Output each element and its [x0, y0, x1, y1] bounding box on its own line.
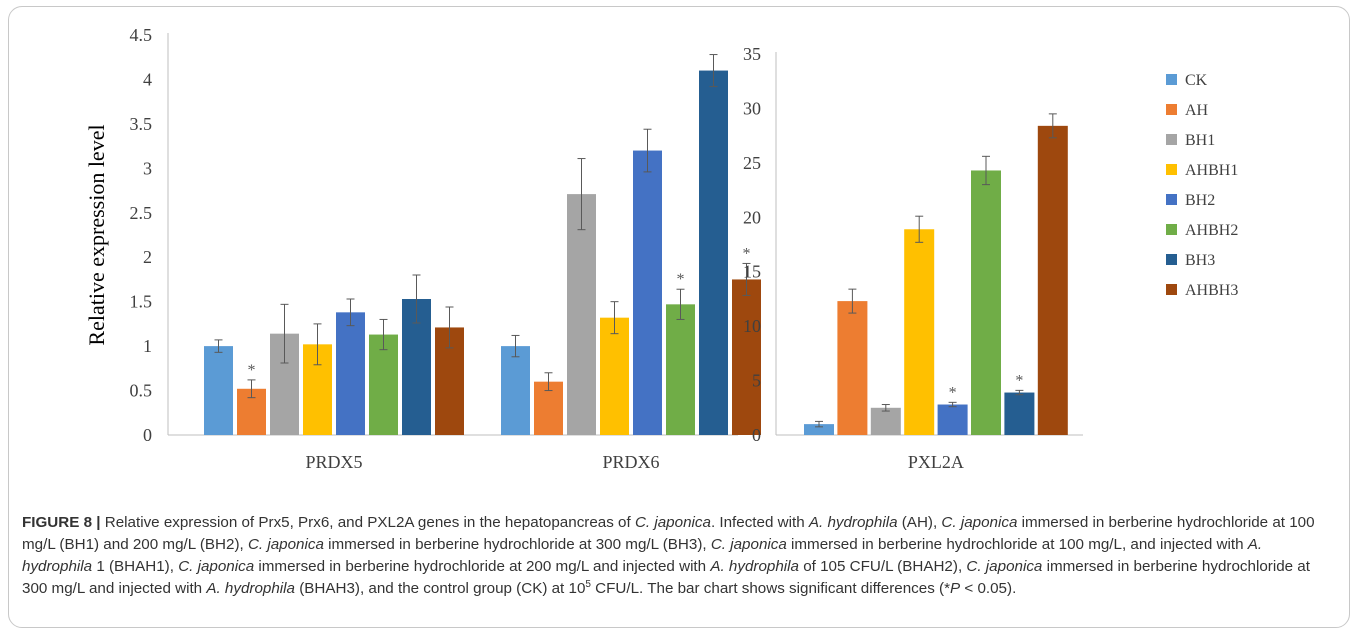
legend-swatch-ahbh3	[1166, 284, 1177, 295]
caption-segment: immersed in berberine hydrochloride at 3…	[323, 536, 711, 553]
y-tick-label: 3.5	[130, 114, 153, 134]
legend-swatch-ahbh2	[1166, 224, 1177, 235]
y-tick-label: 20	[743, 207, 761, 227]
legend-label-ahbh1: AHBH1	[1185, 162, 1238, 179]
caption-segment: immersed in berberine hydrochloride at 3…	[22, 558, 1310, 597]
caption-segment: Relative expression of Prx5, Prx6, and P…	[100, 514, 635, 531]
y-tick-label: 1	[143, 336, 152, 356]
y-tick-label: 5	[752, 371, 761, 391]
bar-prdx5-ahbh2	[369, 334, 398, 435]
significance-mark: *	[743, 245, 751, 262]
bar-pxl2a-bh2	[937, 404, 968, 435]
figure-frame	[8, 6, 1350, 628]
significance-mark: *	[949, 384, 957, 401]
legend-label-ah: AH	[1185, 102, 1209, 119]
bar-pxl2a-ahbh2	[971, 170, 1001, 435]
caption-label: FIGURE 8 |	[22, 514, 101, 531]
bar-pxl2a-ahbh1	[904, 229, 935, 435]
bar-chart: 0 0.5 1 1.5 2 2.5 3 3.5 4 4.5 Relative expression …	[84, 25, 1238, 472]
legend-label-ck: CK	[1185, 72, 1208, 89]
bar-prdx6-bh1	[567, 194, 596, 435]
bar-prdx5-bh2	[336, 312, 365, 435]
bar-pxl2a-bh1	[870, 407, 901, 435]
caption-segment: C. japonica	[634, 514, 711, 531]
bar-prdx6-ahbh1	[600, 317, 629, 435]
legend-label-ahbh2: AHBH2	[1185, 222, 1238, 239]
legend-swatch-bh2	[1166, 194, 1177, 205]
bar-pxl2a-ck	[804, 424, 834, 435]
y-tick-label: 0.5	[130, 381, 153, 401]
significance-mark: *	[248, 362, 256, 379]
y-tick-label: 3	[143, 158, 152, 178]
bar-prdx6-bh2	[633, 150, 662, 436]
y-tick-label: 4	[143, 69, 152, 89]
caption-segment: (AH),	[897, 514, 942, 531]
figure-caption: FIGURE 8 | Relative expression of Prx5, …	[22, 512, 1332, 600]
caption-segment: C. japonica	[178, 558, 255, 575]
y-tick-label: 0	[752, 425, 761, 445]
caption-segment: A. hydrophila	[808, 514, 898, 531]
bar-prdx5-ck	[204, 346, 233, 435]
caption-segment: P	[950, 580, 961, 597]
caption-segment: < 0.05).	[960, 580, 1017, 597]
category-label-prdx5: PRDX5	[305, 452, 362, 472]
caption-segment: . Infected with	[710, 514, 809, 531]
bar-prdx6-ahbh2	[666, 304, 695, 435]
caption-segment: 1 (BHAH1),	[92, 558, 179, 575]
caption-segment: immersed in berberine hydrochloride at 2…	[254, 558, 711, 575]
caption-segment: (BHAH3), and the control group (CK) at 1…	[295, 580, 586, 597]
legend-swatch-ahbh1	[1166, 164, 1177, 175]
caption-segment: C. japonica	[941, 514, 1018, 531]
legend-label-bh2: BH2	[1185, 192, 1215, 209]
caption-segment: A. hydrophila	[22, 536, 1263, 575]
y-axis-label: Relative expression level	[84, 124, 109, 345]
caption-segment: immersed in berberine hydrochloride at 1…	[22, 514, 1315, 553]
caption-segment: C. japonica	[710, 536, 787, 553]
caption-segment: C. japonica	[966, 558, 1043, 575]
bar-pxl2a-bh3	[1004, 392, 1035, 435]
y-tick-label: 30	[743, 98, 761, 118]
y-tick-label: 15	[743, 262, 761, 282]
y-tick-label: 2.5	[130, 203, 153, 223]
legend-label-bh1: BH1	[1185, 132, 1215, 149]
y-tick-label: 25	[743, 153, 761, 173]
legend-label-ahbh3: AHBH3	[1185, 282, 1238, 299]
caption-text: Relative expression of Prx5, Prx6, and P…	[22, 514, 1315, 597]
bar-prdx6-bh3	[699, 70, 728, 436]
legend-swatch-bh3	[1166, 254, 1177, 265]
chart-prdx: 0 0.5 1 1.5 2 2.5 3 3.5 4 4.5 Relative expression …	[84, 25, 761, 472]
bar-prdx6-ahbh3	[732, 279, 761, 435]
y-tick-label: 35	[743, 44, 761, 64]
caption-segment: A. hydrophila	[206, 580, 295, 597]
caption-segment: 5	[585, 578, 591, 590]
legend-swatch-ck	[1166, 74, 1177, 85]
chart-pxl2a: 0 5 10 15 20 25 30 35 * * PXL2A	[743, 44, 1083, 472]
y-tick-label: 0	[143, 425, 152, 445]
bar-pxl2a-ah	[837, 301, 868, 435]
y-tick-label: 10	[743, 316, 761, 336]
caption-segment: CFU/L. The bar chart shows significant d…	[590, 580, 950, 597]
legend-swatch-bh1	[1166, 134, 1177, 145]
y-tick-label: 2	[143, 247, 152, 267]
caption-segment: immersed in berberine hydrochloride at 1…	[786, 536, 1248, 553]
caption-segment: of 105 CFU/L (BHAH2),	[798, 558, 967, 575]
category-label-pxl2a: PXL2A	[908, 452, 964, 472]
caption-segment: C. japonica	[247, 536, 324, 553]
y-tick-label: 4.5	[130, 25, 153, 45]
category-label-prdx6: PRDX6	[602, 452, 659, 472]
bar-prdx6-ck	[501, 346, 530, 435]
caption-segment: A. hydrophila	[710, 558, 799, 575]
significance-mark: *	[677, 271, 685, 288]
legend-label-bh3: BH3	[1185, 252, 1215, 269]
significance-mark: *	[1015, 372, 1023, 389]
y-tick-label: 1.5	[130, 292, 153, 312]
bar-pxl2a-ahbh3	[1037, 125, 1068, 436]
legend-swatch-ah	[1166, 104, 1177, 115]
